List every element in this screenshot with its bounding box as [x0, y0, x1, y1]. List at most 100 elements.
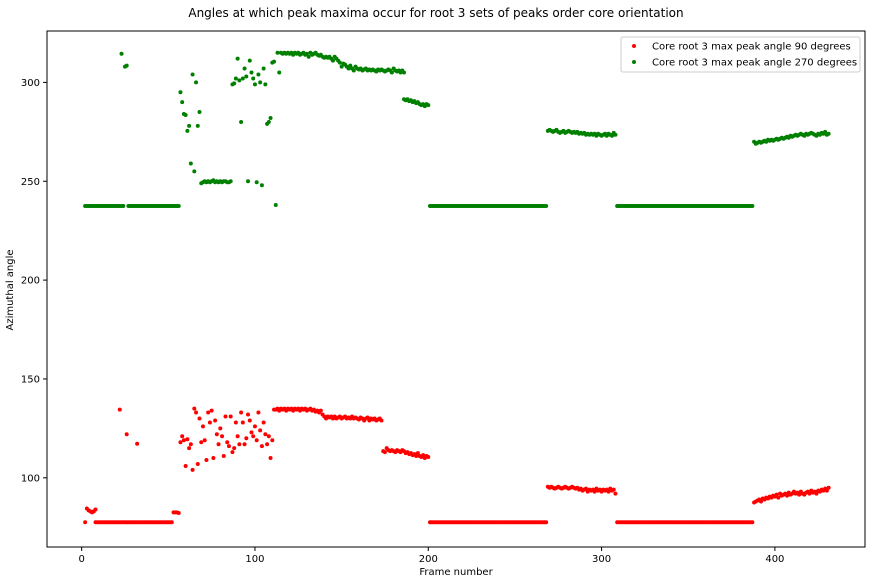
data-point: [402, 70, 407, 75]
data-point: [797, 492, 802, 497]
data-point: [190, 467, 195, 472]
data-point: [247, 418, 252, 423]
series-1: [83, 50, 831, 208]
data-point: [426, 103, 431, 108]
data-point: [272, 59, 277, 64]
data-point: [213, 418, 218, 423]
data-point: [93, 507, 98, 512]
plot-area: [83, 50, 831, 525]
data-point: [239, 119, 244, 124]
data-point: [206, 410, 211, 415]
data-point: [237, 442, 242, 447]
data-point: [124, 432, 129, 437]
data-point: [240, 420, 245, 425]
data-point: [776, 495, 781, 500]
data-point: [252, 82, 257, 87]
data-point: [240, 76, 245, 81]
data-point: [223, 414, 228, 419]
y-tick-label: 200: [21, 276, 40, 287]
data-point: [244, 74, 249, 79]
data-point: [188, 442, 193, 447]
data-point: [169, 520, 174, 525]
data-point: [807, 491, 812, 496]
data-point: [251, 434, 256, 439]
y-tick-label: 250: [21, 177, 40, 188]
data-point: [259, 444, 264, 449]
legend-label: Core root 3 max peak angle 90 degrees: [652, 42, 851, 53]
data-point: [211, 456, 216, 461]
data-point: [306, 54, 311, 59]
data-point: [266, 434, 271, 439]
data-point: [609, 133, 614, 138]
data-point: [190, 72, 195, 77]
data-point: [244, 436, 249, 441]
data-point: [119, 51, 124, 56]
data-point: [613, 132, 618, 137]
data-point: [266, 119, 271, 124]
data-point: [233, 76, 238, 81]
data-point: [824, 488, 829, 493]
data-point: [337, 60, 342, 65]
chart-title: Angles at which peak maxima occur for ro…: [188, 6, 683, 20]
series-0: [83, 406, 831, 525]
data-point: [181, 438, 186, 443]
data-point: [178, 440, 183, 445]
data-point: [750, 203, 755, 208]
data-point: [135, 441, 140, 446]
data-point: [180, 100, 185, 105]
data-point: [268, 115, 273, 120]
data-point: [220, 434, 225, 439]
data-point: [348, 63, 353, 68]
data-point: [83, 520, 88, 525]
data-point: [592, 489, 597, 494]
data-point: [261, 66, 266, 71]
x-axis: 0 100 200 300 400: [78, 547, 784, 565]
data-point: [202, 438, 207, 443]
data-point: [228, 414, 233, 419]
data-point: [242, 442, 247, 447]
data-point: [256, 410, 261, 415]
data-point: [365, 415, 370, 420]
data-point: [382, 450, 387, 455]
y-axis-label: Azimuthal angle: [5, 249, 16, 330]
data-point: [814, 491, 819, 496]
data-point: [242, 66, 247, 71]
data-point: [225, 440, 230, 445]
data-point: [178, 90, 183, 95]
data-point: [826, 131, 831, 136]
data-point: [750, 520, 755, 525]
data-point: [254, 180, 259, 185]
data-point: [277, 70, 282, 75]
x-tick-label: 100: [245, 554, 264, 565]
y-tick-label: 300: [21, 78, 40, 89]
data-point: [254, 438, 259, 443]
data-point: [235, 434, 240, 439]
data-point: [124, 63, 129, 68]
data-point: [330, 58, 335, 63]
data-point: [263, 82, 268, 87]
data-point: [188, 161, 193, 166]
data-point: [273, 202, 278, 207]
data-point: [258, 80, 263, 85]
y-axis: 100 150 200 250 300: [21, 78, 47, 484]
data-point: [249, 70, 254, 75]
data-point: [415, 451, 420, 456]
data-point: [218, 426, 223, 431]
data-point: [235, 56, 240, 61]
x-tick-label: 300: [592, 554, 611, 565]
data-point: [247, 58, 252, 63]
data-point: [187, 446, 192, 451]
data-point: [304, 51, 309, 56]
data-point: [197, 110, 202, 115]
data-point: [199, 440, 204, 445]
data-point: [251, 76, 256, 81]
legend-label: Core root 3 max peak angle 270 degrees: [652, 58, 857, 69]
data-point: [252, 424, 257, 429]
data-point: [258, 428, 263, 433]
data-point: [230, 450, 235, 455]
data-point: [275, 50, 280, 55]
data-point: [197, 416, 202, 421]
data-point: [774, 492, 779, 497]
data-point: [239, 410, 244, 415]
